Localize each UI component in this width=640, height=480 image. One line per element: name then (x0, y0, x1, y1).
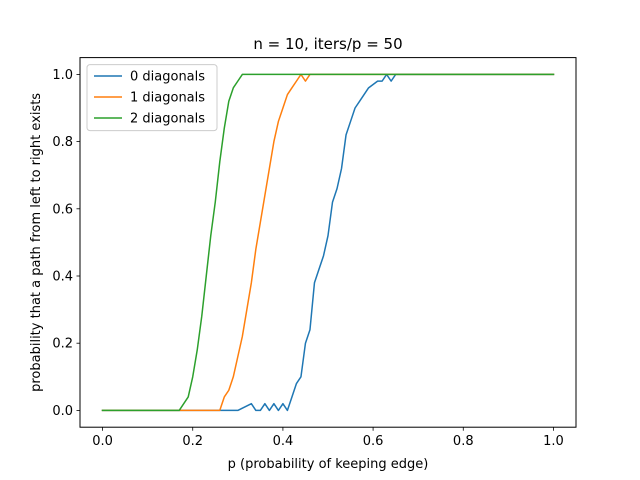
y-tick-label: 1.0 (52, 68, 73, 83)
y-tick-label: 0.6 (52, 202, 73, 217)
y-tick-label: 0.0 (52, 404, 73, 419)
x-tick-label: 0.4 (273, 434, 294, 449)
legend-label-2: 2 diagonals (130, 112, 205, 127)
plot-frame (79, 57, 577, 428)
y-axis-label: probability that a path from left to rig… (29, 93, 44, 392)
y-tick-label: 0.4 (52, 270, 73, 285)
x-axis: 0.0 0.2 0.4 0.6 0.8 1.0 (92, 427, 564, 449)
x-tick-label: 1.0 (543, 434, 564, 449)
y-axis: 0.0 0.2 0.4 0.6 0.8 1.0 (52, 68, 80, 419)
series-lines (101, 73, 555, 412)
y-tick-label: 0.2 (52, 337, 73, 352)
legend-box (86, 64, 218, 132)
x-axis-label: p (probability of keeping edge) (228, 457, 429, 472)
legend: 0 diagonals 1 diagonals 2 diagonals (86, 64, 218, 132)
x-tick-label: 0.8 (453, 434, 474, 449)
legend-label-0: 0 diagonals (130, 70, 205, 85)
chart-title: n = 10, iters/p = 50 (253, 35, 402, 53)
series-line-1 (101, 73, 555, 412)
x-tick-label: 0.0 (92, 434, 113, 449)
series-line-2 (101, 73, 555, 412)
x-tick-label: 0.2 (182, 434, 203, 449)
y-tick-label: 0.8 (52, 135, 73, 150)
x-tick-label: 0.6 (363, 434, 384, 449)
series-line-0 (101, 73, 555, 412)
legend-label-1: 1 diagonals (130, 91, 205, 106)
